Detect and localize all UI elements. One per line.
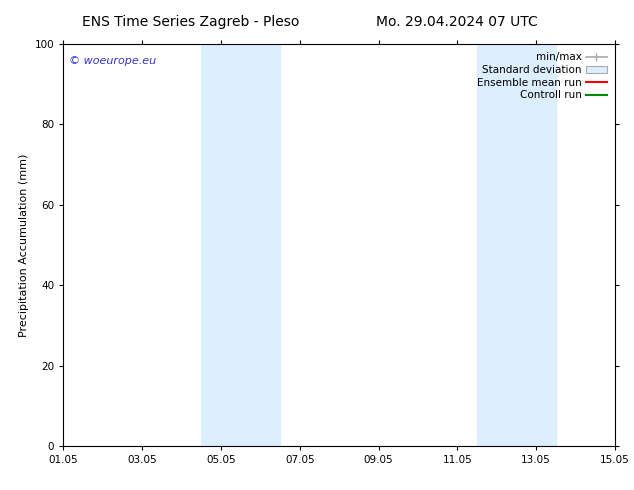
Y-axis label: Precipitation Accumulation (mm): Precipitation Accumulation (mm) xyxy=(19,153,29,337)
Bar xyxy=(202,44,280,446)
Bar xyxy=(477,44,556,446)
Text: ENS Time Series Zagreb - Pleso: ENS Time Series Zagreb - Pleso xyxy=(82,15,299,29)
Legend: min/max, Standard deviation, Ensemble mean run, Controll run: min/max, Standard deviation, Ensemble me… xyxy=(474,49,610,103)
Text: Mo. 29.04.2024 07 UTC: Mo. 29.04.2024 07 UTC xyxy=(375,15,538,29)
Text: © woeurope.eu: © woeurope.eu xyxy=(69,56,156,66)
